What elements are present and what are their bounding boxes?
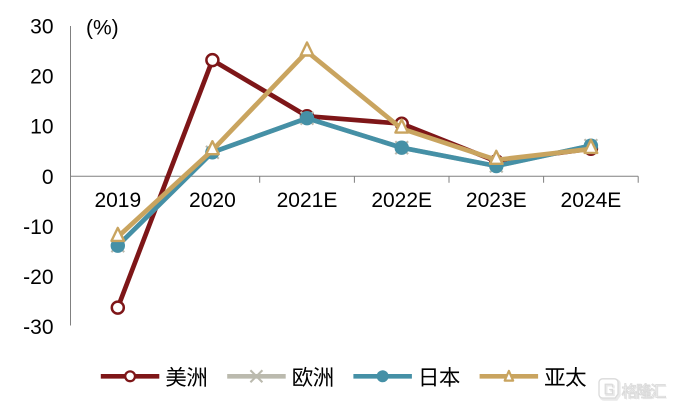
- svg-text:-20: -20: [23, 266, 53, 289]
- svg-text:-10: -10: [23, 216, 53, 239]
- svg-text:30: 30: [30, 16, 53, 39]
- svg-text:0: 0: [42, 166, 54, 189]
- svg-text:20: 20: [30, 66, 53, 89]
- svg-text:2020: 2020: [189, 189, 236, 212]
- svg-text:2019: 2019: [94, 189, 141, 212]
- svg-text:2023E: 2023E: [466, 189, 527, 212]
- svg-text:(%): (%): [86, 17, 119, 40]
- svg-text:-30: -30: [23, 316, 53, 339]
- svg-text:2024E: 2024E: [561, 189, 622, 212]
- svg-text:2022E: 2022E: [371, 189, 432, 212]
- svg-text:2021E: 2021E: [277, 189, 338, 212]
- svg-text:10: 10: [30, 116, 53, 139]
